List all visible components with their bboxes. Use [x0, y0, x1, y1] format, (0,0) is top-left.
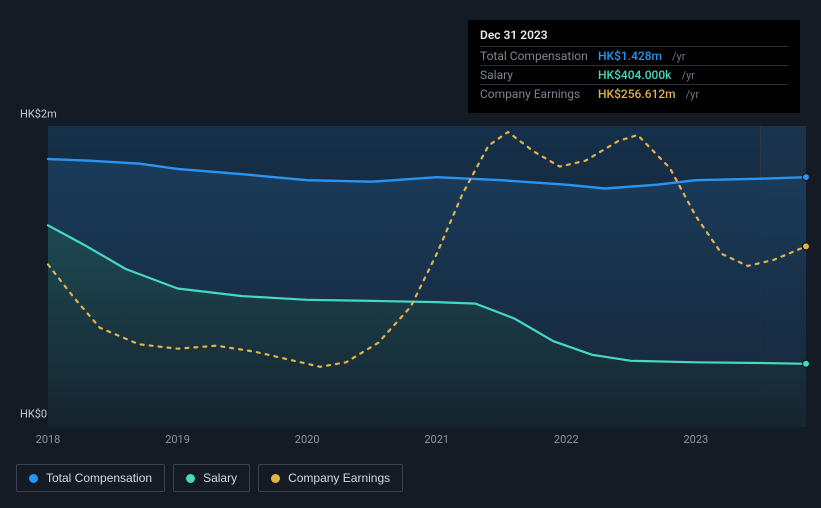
tooltip-value: HK$256.612m — [598, 87, 676, 101]
legend-item[interactable]: Salary — [173, 464, 250, 492]
tooltip-label: Salary — [480, 68, 590, 82]
hover-tooltip: Dec 31 2023 Total Compensation HK$1.428m /… — [468, 20, 800, 113]
legend-dot-icon — [186, 474, 195, 483]
legend: Total Compensation Salary Company Earnings — [16, 464, 403, 492]
compensation-chart: HK$2m HK$0 2018 2019 2020 2021 2022 2023 Dec 3… — [0, 0, 821, 508]
y-tick-label: HK$2m — [20, 108, 57, 121]
x-tick-label: 2019 — [165, 433, 190, 446]
x-tick-label: 2023 — [683, 433, 708, 446]
y-tick-label: HK$0 — [20, 408, 47, 421]
tooltip-row: Company Earnings HK$256.612m/yr — [480, 84, 788, 103]
x-tick-label: 2020 — [295, 433, 320, 446]
legend-dot-icon — [29, 474, 38, 483]
tooltip-row: Salary HK$404.000k/yr — [480, 65, 788, 84]
tooltip-unit: /yr — [672, 50, 685, 63]
legend-label: Total Compensation — [46, 471, 152, 485]
tooltip-label: Company Earnings — [480, 87, 590, 101]
tooltip-value: HK$1.428m — [598, 49, 662, 63]
legend-item[interactable]: Total Compensation — [16, 464, 165, 492]
legend-label: Company Earnings — [288, 471, 390, 485]
legend-label: Salary — [203, 471, 237, 485]
tooltip-unit: /yr — [681, 69, 694, 82]
x-tick-label: 2021 — [424, 433, 449, 446]
tooltip-label: Total Compensation — [480, 49, 590, 63]
legend-item[interactable]: Company Earnings — [258, 464, 403, 492]
tooltip-unit: /yr — [686, 88, 699, 101]
x-tick-label: 2018 — [36, 433, 61, 446]
x-tick-label: 2022 — [554, 433, 579, 446]
legend-dot-icon — [271, 474, 280, 483]
tooltip-row: Total Compensation HK$1.428m/yr — [480, 46, 788, 65]
tooltip-date: Dec 31 2023 — [480, 28, 788, 42]
tooltip-value: HK$404.000k — [598, 68, 671, 82]
